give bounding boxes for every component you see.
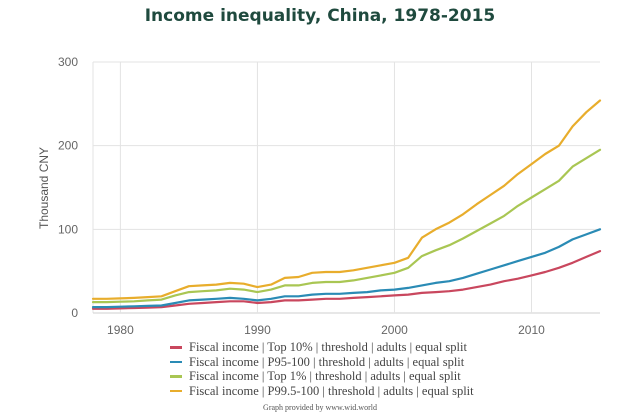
y-tick-label: 0 xyxy=(71,306,78,320)
series-lines xyxy=(91,99,602,310)
legend-item[interactable]: Fiscal income | Top 10% | threshold | ad… xyxy=(170,340,474,355)
y-tick-label: 100 xyxy=(58,222,78,236)
legend-item[interactable]: Fiscal income | P99.5-100 | threshold | … xyxy=(170,384,474,399)
legend-swatch xyxy=(170,346,182,349)
legend: Fiscal income | Top 10% | threshold | ad… xyxy=(170,340,474,398)
legend-swatch xyxy=(170,389,182,392)
series-line-4 xyxy=(91,99,602,300)
legend-label: Fiscal income | P95-100 | threshold | ad… xyxy=(189,354,465,369)
legend-label: Fiscal income | Top 1% | threshold | adu… xyxy=(189,369,461,383)
x-tick-label: 1990 xyxy=(244,323,271,337)
y-tick-label: 300 xyxy=(58,55,78,69)
grid xyxy=(92,61,600,314)
legend-swatch xyxy=(170,360,182,363)
chart-title: Income inequality, China, 1978-2015 xyxy=(144,6,496,26)
y-axis: 0 100 200 300 xyxy=(58,55,78,320)
legend-swatch xyxy=(170,375,182,378)
y-tick-label: 200 xyxy=(58,139,78,153)
x-tick-label: 2010 xyxy=(518,323,545,337)
x-tick-label: 1980 xyxy=(107,323,134,337)
series-line-3 xyxy=(91,148,602,304)
credit-text: Graph provided by www.wid.world xyxy=(263,403,377,412)
series-line-1 xyxy=(91,250,602,310)
x-tick-label: 2000 xyxy=(381,323,408,337)
legend-item[interactable]: Fiscal income | P95-100 | threshold | ad… xyxy=(170,355,474,370)
legend-item[interactable]: Fiscal income | Top 1% | threshold | adu… xyxy=(170,369,474,384)
legend-label: Fiscal income | Top 10% | threshold | ad… xyxy=(189,340,467,354)
legend-label: Fiscal income | P99.5-100 | threshold | … xyxy=(189,383,474,398)
x-axis: 1980 1990 2000 2010 xyxy=(107,323,545,337)
y-axis-label: Thousand CNY xyxy=(37,147,51,229)
series-line-2 xyxy=(91,228,602,309)
